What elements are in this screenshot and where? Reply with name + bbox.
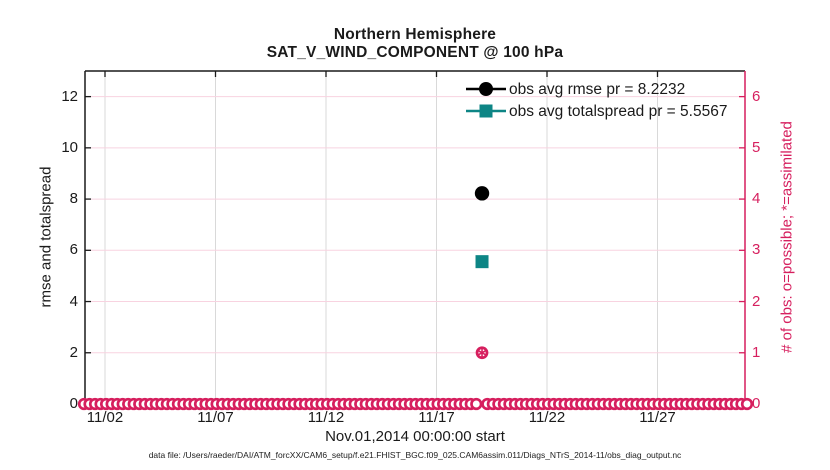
y-left-tick-label: 4 bbox=[69, 292, 78, 310]
x-tick-label: 11/07 bbox=[197, 409, 234, 426]
y-left-tick-label: 0 bbox=[69, 395, 78, 412]
y-right-tick-label: 2 bbox=[752, 292, 761, 310]
legend-entry-rmse: obs avg rmse pr = 8.2232 bbox=[509, 81, 686, 98]
y-left-tick-label: 8 bbox=[69, 190, 78, 208]
y-right-tick-label: 3 bbox=[752, 241, 761, 259]
y-left-tick-label: 12 bbox=[61, 87, 78, 105]
y-left-tick-label: 6 bbox=[69, 241, 78, 259]
y-right-tick-label: 6 bbox=[752, 87, 761, 105]
x-tick-label: 11/22 bbox=[528, 409, 566, 426]
y-right-tick-label: 4 bbox=[752, 190, 761, 208]
y-left-tick-label: 2 bbox=[69, 343, 78, 361]
legend-square-marker bbox=[479, 104, 493, 118]
legend-entry-totalspread: obs avg totalspread pr = 5.5567 bbox=[509, 103, 728, 120]
y-right-tick-label: 5 bbox=[752, 138, 761, 156]
legend-circle-marker bbox=[479, 82, 493, 96]
y-right-tick-label: 0 bbox=[752, 395, 761, 412]
chart-subtitle: SAT_V_WIND_COMPONENT @ 100 hPa bbox=[266, 44, 564, 61]
data-file-caption: data file: /Users/raeder/DAI/ATM_forcXX/… bbox=[148, 450, 682, 460]
possible-obs-marker bbox=[470, 397, 483, 411]
x-tick-label: 11/02 bbox=[86, 409, 124, 426]
y-left-tick-label: 10 bbox=[61, 138, 78, 156]
totalspread-point bbox=[475, 255, 489, 269]
x-tick-label: 11/17 bbox=[418, 409, 455, 426]
possible-obs-marker bbox=[740, 397, 754, 411]
assimilated-count-point bbox=[477, 349, 487, 357]
x-tick-label: 11/27 bbox=[639, 409, 676, 426]
chart-title: Northern Hemisphere bbox=[333, 26, 497, 43]
x-tick-label: 11/12 bbox=[307, 409, 345, 426]
x-axis-label: Nov.01,2014 00:00:00 start bbox=[325, 428, 505, 445]
y-right-tick-label: 1 bbox=[752, 343, 761, 361]
rmse-point bbox=[474, 186, 490, 201]
left-axis-label: rmse and totalspread bbox=[37, 166, 55, 308]
right-axis-label: # of obs: o=possible; *=assimilated bbox=[778, 121, 796, 353]
